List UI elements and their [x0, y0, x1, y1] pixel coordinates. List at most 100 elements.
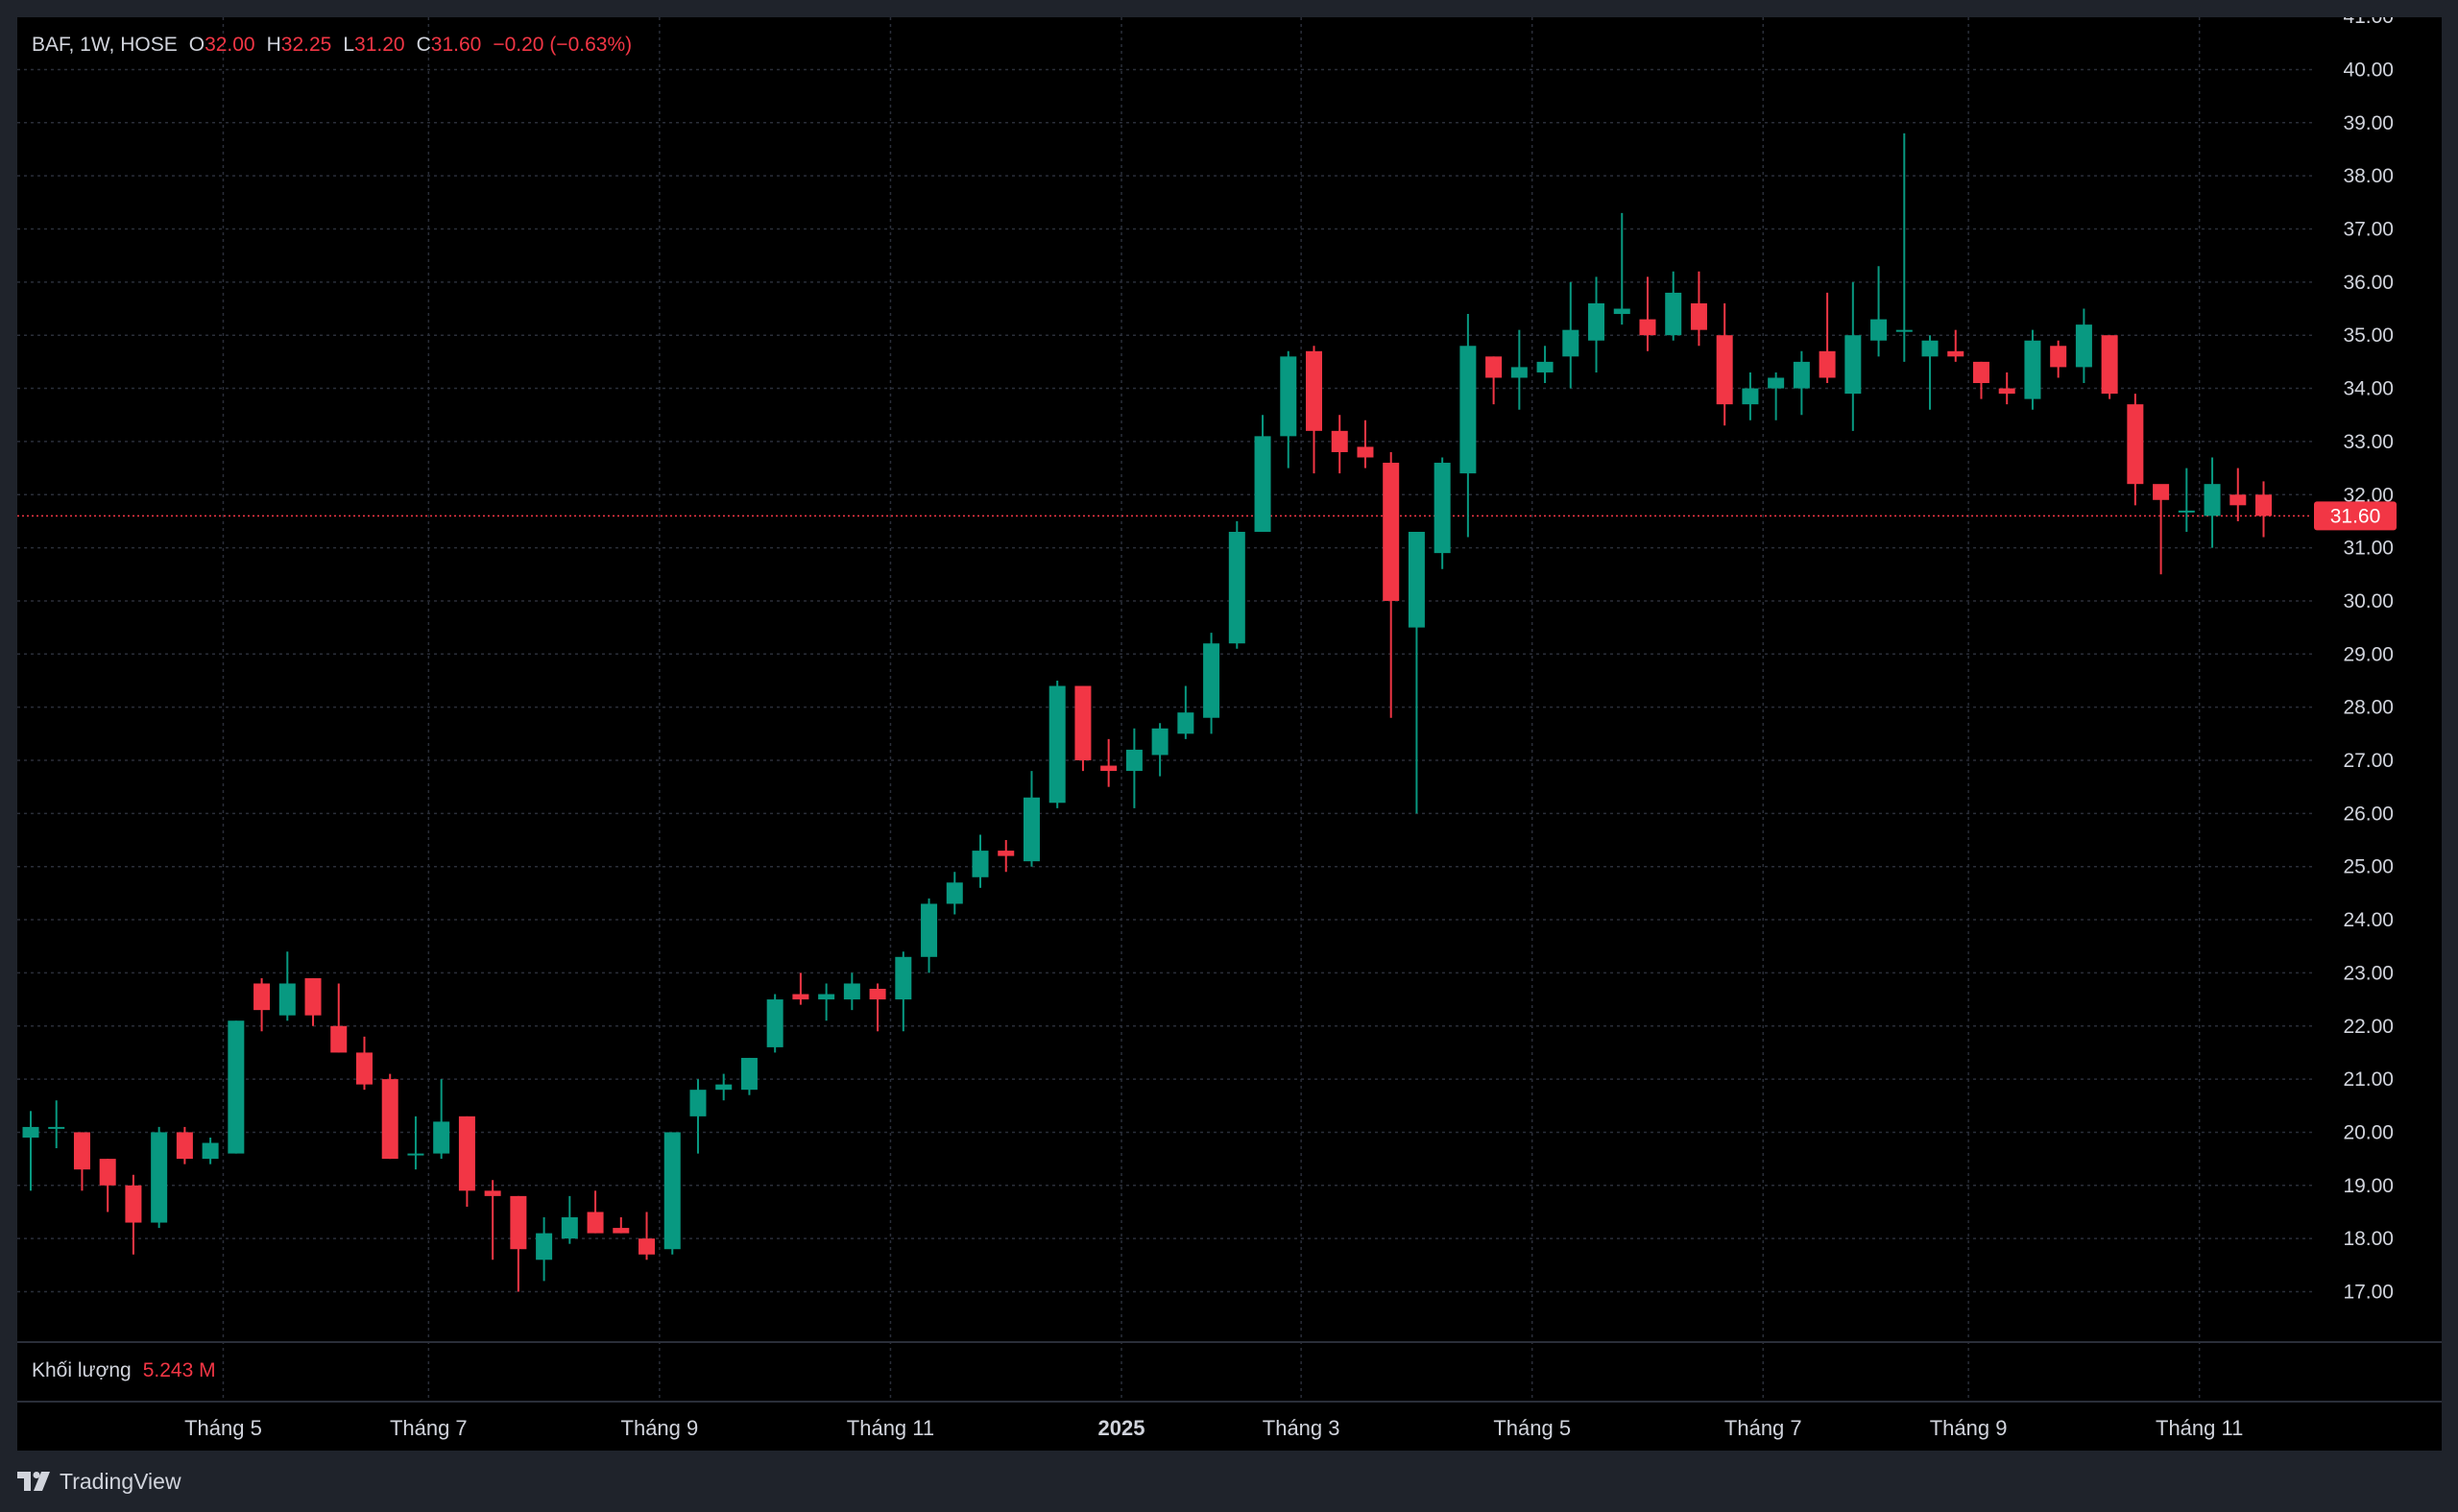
candle[interactable]	[1665, 271, 1682, 341]
candle[interactable]	[381, 1073, 398, 1160]
candle[interactable]	[998, 840, 1015, 873]
candle[interactable]	[715, 1073, 733, 1101]
candle[interactable]	[1331, 415, 1348, 474]
candle[interactable]	[202, 1137, 219, 1164]
candle[interactable]	[2075, 308, 2092, 384]
candle[interactable]	[2229, 468, 2247, 521]
candle[interactable]	[818, 983, 835, 1021]
candle[interactable]	[2127, 394, 2144, 506]
close-label: C	[416, 34, 431, 56]
candle[interactable]	[843, 972, 860, 1011]
candle[interactable]	[1125, 728, 1143, 808]
candle[interactable]	[2101, 335, 2118, 399]
candle[interactable]	[639, 1212, 656, 1260]
candle[interactable]	[1972, 361, 1989, 399]
candle[interactable]	[869, 983, 886, 1032]
candle[interactable]	[278, 951, 296, 1021]
candle[interactable]	[1357, 420, 1374, 468]
candle[interactable]	[1870, 266, 1888, 357]
candle[interactable]	[151, 1126, 168, 1229]
candle[interactable]	[48, 1100, 65, 1149]
candle[interactable]	[921, 898, 938, 973]
candle[interactable]	[2153, 484, 2170, 575]
candle[interactable]	[1023, 771, 1040, 867]
volume-legend[interactable]: Khối lượng 5.243 M	[32, 1358, 216, 1383]
candle[interactable]	[1306, 346, 1322, 474]
candle[interactable]	[433, 1079, 450, 1160]
candle[interactable]	[1048, 680, 1066, 808]
candle[interactable]	[484, 1180, 501, 1260]
candle[interactable]	[458, 1116, 475, 1207]
candle[interactable]	[2050, 340, 2067, 378]
candle[interactable]	[587, 1190, 604, 1234]
candle[interactable]	[1768, 372, 1785, 420]
candle[interactable]	[1510, 329, 1528, 410]
candle[interactable]	[1203, 633, 1220, 734]
symbol-label[interactable]: BAF, 1W, HOSE	[32, 34, 178, 56]
candle[interactable]	[561, 1195, 578, 1244]
candle[interactable]	[1716, 302, 1733, 426]
candle[interactable]	[1639, 276, 1656, 351]
candle[interactable]	[1280, 350, 1297, 468]
candle[interactable]	[613, 1217, 630, 1234]
candle[interactable]	[1177, 685, 1194, 739]
candle-layer	[22, 132, 2273, 1292]
candle[interactable]	[2024, 329, 2041, 410]
candle[interactable]	[73, 1132, 90, 1191]
candle[interactable]	[1895, 132, 1913, 362]
candle[interactable]	[792, 972, 809, 1005]
tradingview-brand[interactable]: TradingView	[17, 1467, 181, 1496]
y-tick-label: 41.00	[2343, 17, 2394, 28]
candle[interactable]	[1485, 356, 1503, 405]
candle[interactable]	[1408, 531, 1425, 814]
candle[interactable]	[972, 834, 989, 888]
candle[interactable]	[1434, 457, 1451, 569]
candle[interactable]	[1998, 372, 2015, 405]
candle[interactable]	[253, 977, 271, 1032]
candle[interactable]	[407, 1116, 424, 1170]
candle[interactable]	[1793, 350, 1810, 416]
candle[interactable]	[663, 1132, 681, 1255]
candle[interactable]	[304, 977, 322, 1026]
candle[interactable]	[740, 1057, 758, 1095]
candle[interactable]	[1588, 276, 1605, 372]
candle[interactable]	[766, 994, 783, 1053]
candle[interactable]	[1383, 451, 1400, 718]
low-value: 31.20	[354, 34, 405, 56]
candle[interactable]	[895, 951, 912, 1032]
candle[interactable]	[1844, 281, 1862, 431]
candle[interactable]	[510, 1195, 527, 1292]
candle[interactable]	[1100, 738, 1118, 787]
candle[interactable]	[1151, 723, 1169, 777]
candle[interactable]	[1074, 685, 1092, 772]
candle[interactable]	[1690, 271, 1707, 347]
candle[interactable]	[1742, 372, 1759, 420]
candle[interactable]	[1819, 292, 1836, 384]
candle[interactable]	[22, 1111, 39, 1191]
candle[interactable]	[1562, 281, 1579, 389]
candle[interactable]	[689, 1079, 707, 1154]
candle[interactable]	[1536, 346, 1554, 384]
candle[interactable]	[1459, 314, 1477, 538]
candle-body	[1357, 446, 1374, 458]
candle-body	[1690, 302, 1707, 330]
candle[interactable]	[176, 1126, 193, 1164]
candle[interactable]	[228, 1020, 245, 1154]
candlestick-chart[interactable]: 17.00 18.00 19.00 20.00 21.00 22.00 23.00 24.00…	[17, 17, 2442, 1451]
candle[interactable]	[536, 1217, 553, 1282]
candle[interactable]	[2255, 481, 2273, 538]
candle[interactable]	[355, 1036, 373, 1091]
candle[interactable]	[330, 983, 348, 1053]
candle-body	[1716, 335, 1733, 405]
candle[interactable]	[1921, 335, 1939, 410]
candle[interactable]	[1613, 212, 1630, 325]
low-label: L	[343, 34, 355, 56]
candle[interactable]	[125, 1174, 142, 1255]
candle[interactable]	[1228, 520, 1245, 649]
candle[interactable]	[2178, 468, 2195, 532]
candle[interactable]	[946, 872, 963, 915]
candle[interactable]	[2204, 457, 2221, 548]
candle[interactable]	[1947, 329, 1964, 362]
candle[interactable]	[99, 1159, 116, 1212]
candle[interactable]	[1254, 415, 1271, 532]
